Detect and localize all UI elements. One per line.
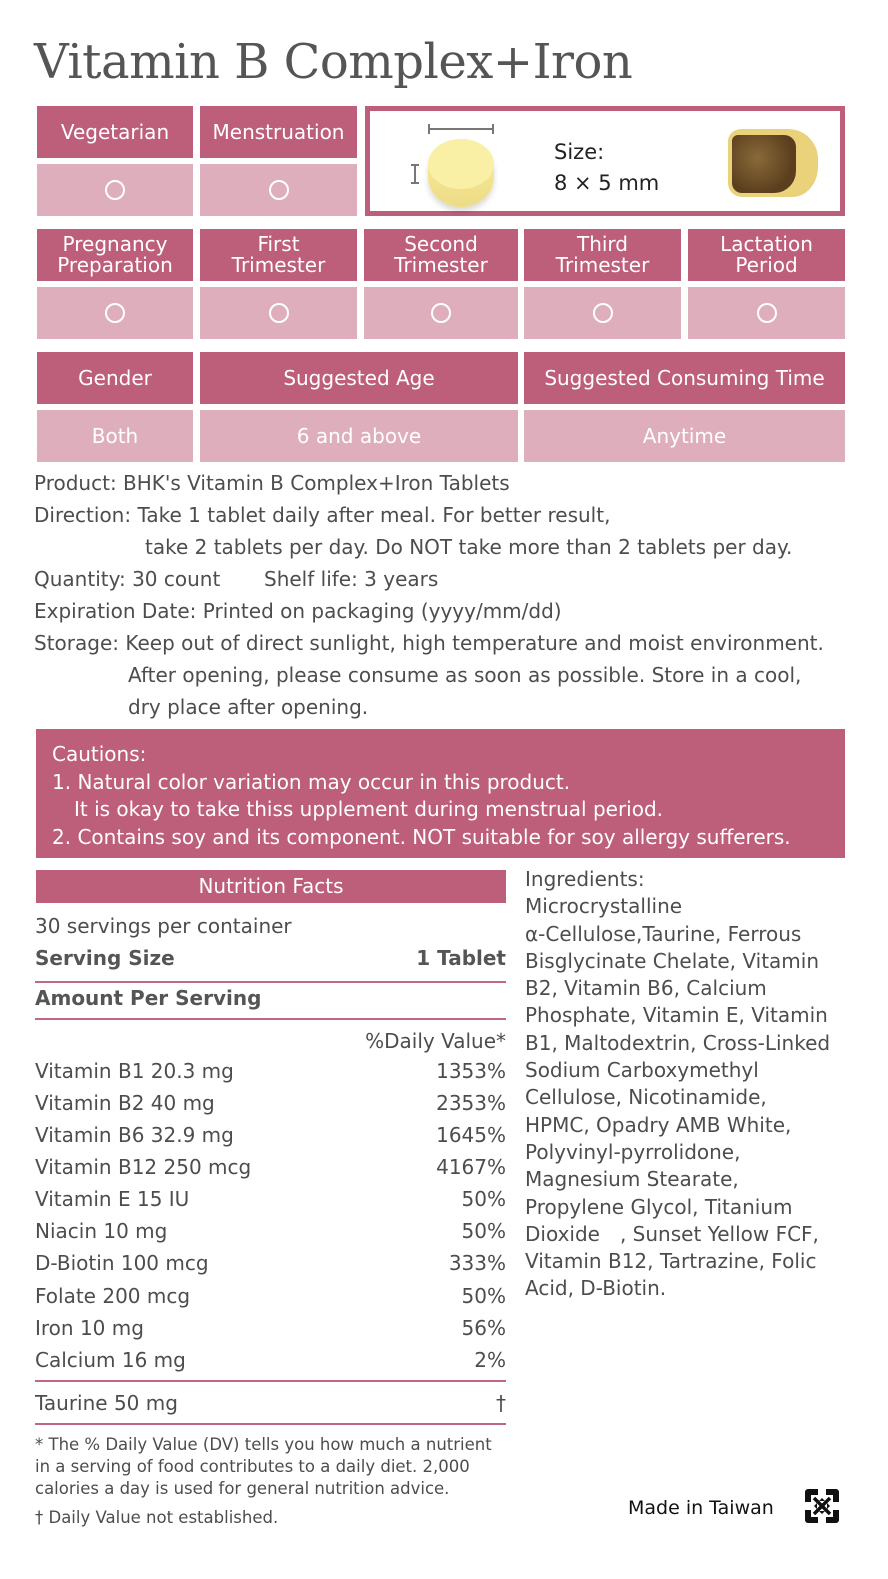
nutrient-row-taurine: Taurine 50 mg † <box>35 1391 506 1415</box>
expiration-date: Expiration Date: Printed on packaging (y… <box>34 599 562 623</box>
tablet-cross-section-image <box>728 129 818 197</box>
page-title: Vitamin B Complex+Iron <box>34 34 633 90</box>
mark-lactation-period <box>688 287 845 339</box>
caution-line: 2. Contains soy and its component. NOT s… <box>52 824 791 849</box>
size-value: 8 × 5 mm <box>554 171 660 195</box>
circle-icon <box>105 303 125 323</box>
width-dimension-icon <box>428 124 494 134</box>
header-pregnancy-preparation: Pregnancy Preparation <box>37 229 193 281</box>
header-first-trimester: First Trimester <box>200 229 357 281</box>
shelf-life: Shelf life: 3 years <box>264 567 439 591</box>
recycle-icon <box>805 1489 839 1523</box>
header-suggested-consuming-time: Suggested Consuming Time <box>524 352 845 404</box>
circle-icon <box>592 303 613 323</box>
nutrient-row: Iron 10 mg 56% <box>35 1316 506 1340</box>
mark-first-trimester <box>200 287 357 339</box>
header-third-trimester: Third Trimester <box>524 229 681 281</box>
header-suggested-age: Suggested Age <box>200 352 518 404</box>
quantity: Quantity: 30 count <box>34 567 221 591</box>
mark-third-trimester <box>524 287 681 339</box>
circle-icon <box>268 180 289 200</box>
storage-line-3: dry place after opening. <box>128 695 369 719</box>
mark-pregnancy-preparation <box>37 287 193 339</box>
daily-value-header: %Daily Value* <box>365 1029 506 1053</box>
nutrient-row: Vitamin B6 32.9 mg 1645% <box>35 1123 506 1147</box>
nutrient-row: Vitamin B1 20.3 mg 1353% <box>35 1059 506 1083</box>
caution-line: It is okay to take thiss upplement durin… <box>74 797 664 821</box>
divider <box>35 1018 506 1020</box>
mark-menstruation <box>200 164 357 216</box>
divider <box>35 1423 506 1425</box>
nutrient-row: Niacin 10 mg 50% <box>35 1219 506 1243</box>
value-gender: Both <box>37 410 193 462</box>
size-label: Size: <box>554 140 605 164</box>
ingredients-list: Ingredients: Microcrystalline α-Cellulos… <box>525 867 831 1301</box>
made-in-taiwan: Made in Taiwan <box>628 1497 774 1519</box>
direction-line-1: Direction: Take 1 tablet daily after mea… <box>34 503 611 527</box>
amount-per-serving: Amount Per Serving <box>35 986 262 1010</box>
nutrient-row: Calcium 16 mg 2% <box>35 1348 506 1372</box>
circle-icon <box>105 180 125 200</box>
mark-vegetarian <box>37 164 193 216</box>
nutrition-facts-header: Nutrition Facts <box>36 870 506 903</box>
nutrient-row: D-Biotin 100 mcg 333% <box>35 1251 506 1275</box>
mark-second-trimester <box>364 287 518 339</box>
header-lactation-period: Lactation Period <box>688 229 845 281</box>
caution-line: 1. Natural color variation may occur in … <box>52 769 571 794</box>
tablet-size-box: Size: 8 × 5 mm <box>365 106 845 216</box>
dv-footnote: * The % Daily Value (DV) tells you how m… <box>35 1435 492 1498</box>
product-name: Product: BHK's Vitamin B Complex+Iron Ta… <box>34 471 510 495</box>
cautions-box: Cautions: 1. Natural color variation may… <box>36 729 845 858</box>
header-vegetarian: Vegetarian <box>37 106 193 158</box>
servings-per-container: 30 servings per container <box>35 914 292 938</box>
nutrient-row: Vitamin E 15 IU 50% <box>35 1187 506 1211</box>
circle-icon <box>268 303 289 323</box>
divider <box>35 1380 506 1382</box>
storage-line-1: Storage: Keep out of direct sunlight, hi… <box>34 631 824 655</box>
header-second-trimester: Second Trimester <box>364 229 518 281</box>
header-menstruation: Menstruation <box>200 106 357 158</box>
nutrient-row: Vitamin B2 40 mg 2353% <box>35 1091 506 1115</box>
circle-icon <box>431 303 451 323</box>
direction-line-2: take 2 tablets per day. Do NOT take more… <box>145 535 793 559</box>
storage-line-2: After opening, please consume as soon as… <box>128 663 802 687</box>
circle-icon <box>756 303 777 323</box>
header-gender: Gender <box>37 352 193 404</box>
height-dimension-icon <box>411 164 419 184</box>
tablet-image <box>428 139 494 207</box>
cautions-title: Cautions: <box>52 742 147 766</box>
nutrient-row: Vitamin B12 250 mcg 4167% <box>35 1155 506 1179</box>
divider <box>35 981 506 983</box>
value-suggested-age: 6 and above <box>200 410 518 462</box>
value-suggested-consuming-time: Anytime <box>524 410 845 462</box>
nutrient-row: Folate 200 mcg 50% <box>35 1284 506 1308</box>
dagger-footnote: † Daily Value not established. <box>35 1508 279 1527</box>
serving-size-row: Serving Size 1 Tablet <box>35 946 506 970</box>
size-text: Size: 8 × 5 mm <box>554 137 659 199</box>
